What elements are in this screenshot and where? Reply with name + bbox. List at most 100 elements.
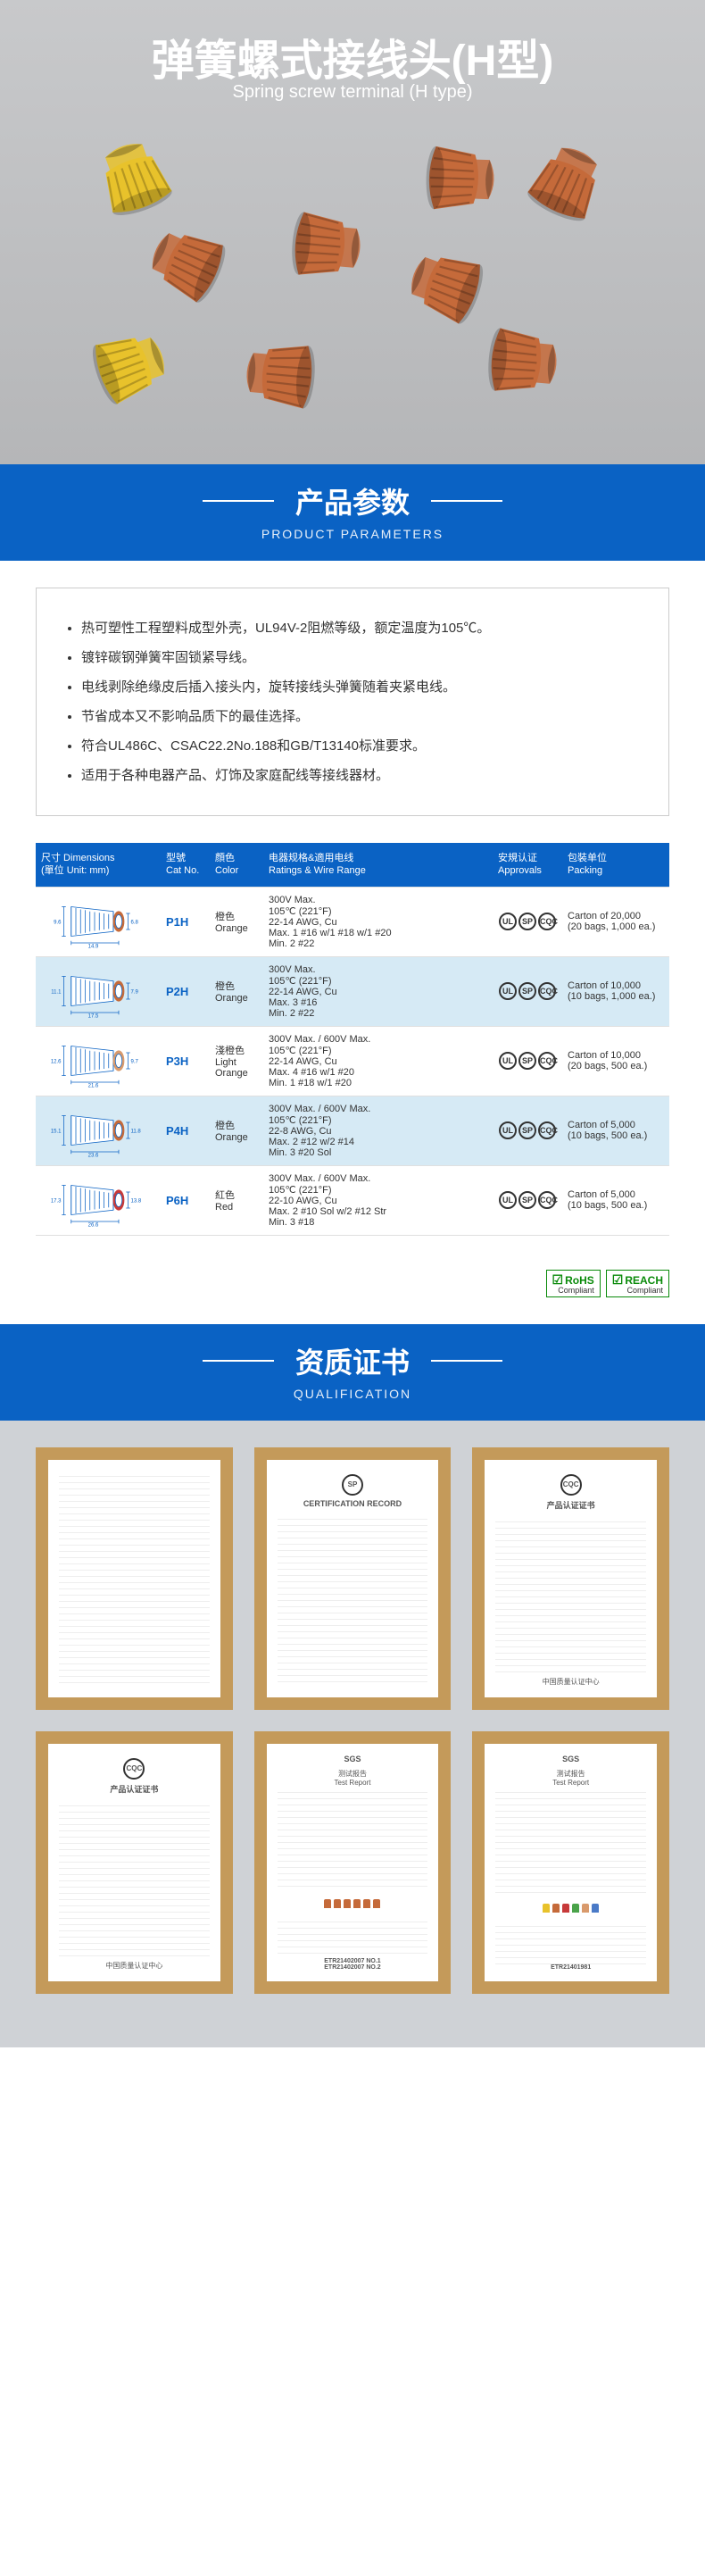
cell-approvals: ULSPCQC xyxy=(493,956,562,1026)
approval-mark: UL xyxy=(499,1191,517,1209)
approval-mark: CQC xyxy=(538,1121,556,1139)
cert-footer: 中国质量认证中心 xyxy=(495,1677,646,1687)
svg-text:9.7: 9.7 xyxy=(131,1059,139,1064)
certificate-card: SGS测试报告 Test ReportETR21402007 NO.1 ETR2… xyxy=(254,1731,452,1994)
feature-item: 适用于各种电器产品、灯饰及家庭配线等接线器材。 xyxy=(81,761,642,790)
compliance-badge: ☑REACHCompliant xyxy=(606,1270,669,1297)
section-title-en: QUALIFICATION xyxy=(0,1387,705,1401)
approval-mark: SP xyxy=(518,913,536,930)
table-header-cell: 尺寸 Dimensions (單位 Unit: mm) xyxy=(36,843,161,887)
svg-text:11.8: 11.8 xyxy=(131,1129,142,1134)
cert-title: CERTIFICATION RECORD xyxy=(278,1499,428,1508)
feature-item: 热可塑性工程塑料成型外壳，UL94V-2阻燃等级，额定温度为105℃。 xyxy=(81,613,642,643)
svg-text:26.6: 26.6 xyxy=(88,1222,99,1227)
svg-text:21.6: 21.6 xyxy=(88,1083,99,1088)
cell-packing: Carton of 10,000 (10 bags, 1,000 ea.) xyxy=(562,956,669,1026)
svg-text:23.6: 23.6 xyxy=(88,1153,99,1157)
hero-banner: 弹簧螺式接线头(H型) Spring screw terminal (H typ… xyxy=(0,0,705,464)
certificate-card: CQC产品认证证书中国质量认证中心 xyxy=(36,1731,233,1994)
section-bar-parameters: 产品参数 PRODUCT PARAMETERS xyxy=(0,464,705,561)
cell-color: 紅色 Red xyxy=(210,1165,263,1235)
svg-text:14.9: 14.9 xyxy=(88,944,99,948)
features-box: 热可塑性工程塑料成型外壳，UL94V-2阻燃等级，额定温度为105℃。镀锌碳钢弹… xyxy=(36,588,669,816)
cell-approvals: ULSPCQC xyxy=(493,887,562,956)
cell-dimensions: 26.6 17.3 13.8 xyxy=(36,1165,161,1235)
certificate-card: SGS 测试报告 Test Report ETR21401981 xyxy=(472,1731,669,1994)
svg-text:15.1: 15.1 xyxy=(51,1129,62,1134)
certificate-card: SP CERTIFICATION RECORD xyxy=(254,1447,452,1710)
cert-logo: CQC xyxy=(560,1474,582,1496)
feature-item: 符合UL486C、CSAC22.2No.188和GB/T13140标准要求。 xyxy=(81,731,642,761)
cell-ratings: 300V Max. / 600V Max. 105℃ (221°F) 22-10… xyxy=(263,1165,493,1235)
cell-dimensions: 21.6 12.6 9.7 xyxy=(36,1026,161,1096)
svg-text:6.8: 6.8 xyxy=(131,920,139,925)
cert-title: SGS xyxy=(495,1755,646,1763)
cell-catno: P2H xyxy=(161,956,210,1026)
section-title-en: PRODUCT PARAMETERS xyxy=(0,527,705,541)
cert-samples xyxy=(495,1899,646,1917)
cell-approvals: ULSPCQC xyxy=(493,1096,562,1165)
certificates-grid: SPCERTIFICATION RECORDCQC产品认证证书中国质量认证中心C… xyxy=(36,1447,669,1994)
cert-title: 产品认证证书 xyxy=(59,1783,210,1795)
cell-color: 淺橙色 Light Orange xyxy=(210,1026,263,1096)
cell-approvals: ULSPCQC xyxy=(493,1165,562,1235)
divider-line xyxy=(431,500,502,502)
cert-subtitle: 测试报告 Test Report xyxy=(495,1769,646,1787)
table-header-cell: 安規认证 Approvals xyxy=(493,843,562,887)
table-row: 26.6 17.3 13.8 P6H紅色 Red300V Max. / 600V… xyxy=(36,1165,669,1235)
cell-approvals: ULSPCQC xyxy=(493,1026,562,1096)
table-header-cell: 型號 Cat No. xyxy=(161,843,210,887)
svg-text:11.1: 11.1 xyxy=(51,989,62,995)
approval-mark: UL xyxy=(499,1121,517,1139)
svg-text:12.6: 12.6 xyxy=(51,1059,62,1064)
cert-subtitle: 测试报告 Test Report xyxy=(278,1769,428,1787)
cell-packing: Carton of 10,000 (20 bags, 500 ea.) xyxy=(562,1026,669,1096)
cell-ratings: 300V Max. 105℃ (221°F) 22-14 AWG, Cu Max… xyxy=(263,887,493,956)
approval-mark: SP xyxy=(518,1121,536,1139)
cert-ref: ETR21402007 NO.1 ETR21402007 NO.2 xyxy=(278,1958,428,1971)
divider-line xyxy=(431,1360,502,1362)
approval-mark: CQC xyxy=(538,1191,556,1209)
cell-ratings: 300V Max. / 600V Max. 105℃ (221°F) 22-14… xyxy=(263,1026,493,1096)
cert-body xyxy=(495,1787,646,1896)
table-header-row: 尺寸 Dimensions (單位 Unit: mm)型號 Cat No.顔色 … xyxy=(36,843,669,887)
approval-mark: UL xyxy=(499,1052,517,1070)
cell-dimensions: 23.6 15.1 11.8 xyxy=(36,1096,161,1165)
approval-mark: SP xyxy=(518,1052,536,1070)
compliance-badge: ☑RoHSCompliant xyxy=(546,1270,601,1297)
table-row: 23.6 15.1 11.8 P4H橙色 Orange300V Max. / 6… xyxy=(36,1096,669,1165)
cert-ref: ETR21401981 xyxy=(495,1964,646,1971)
table-row: 21.6 12.6 9.7 P3H淺橙色 Light Orange300V Ma… xyxy=(36,1026,669,1096)
approval-mark: CQC xyxy=(538,982,556,1000)
section-bar-qualification: 资质证书 QUALIFICATION xyxy=(0,1324,705,1421)
divider-line xyxy=(203,500,274,502)
feature-item: 节省成本又不影响品质下的最佳选择。 xyxy=(81,702,642,731)
divider-line xyxy=(203,1360,274,1362)
table-body: 14.9 9.6 6.8 P1H橙色 Orange300V Max. 105℃ … xyxy=(36,887,669,1235)
table-header-cell: 包裝单位 Packing xyxy=(562,843,669,887)
certificate-card xyxy=(36,1447,233,1710)
certificates-section: SPCERTIFICATION RECORDCQC产品认证证书中国质量认证中心C… xyxy=(0,1421,705,2047)
spec-table: 尺寸 Dimensions (單位 Unit: mm)型號 Cat No.顔色 … xyxy=(36,843,669,1236)
features-section: 热可塑性工程塑料成型外壳，UL94V-2阻燃等级，额定温度为105℃。镀锌碳钢弹… xyxy=(0,561,705,843)
approval-mark: SP xyxy=(518,982,536,1000)
approval-mark: UL xyxy=(499,982,517,1000)
cell-dimensions: 14.9 9.6 6.8 xyxy=(36,887,161,956)
section-title-cn: 产品参数 xyxy=(295,480,410,521)
approval-mark: CQC xyxy=(538,1052,556,1070)
cell-color: 橙色 Orange xyxy=(210,1096,263,1165)
approval-mark: SP xyxy=(518,1191,536,1209)
cert-logo: SP xyxy=(342,1474,363,1496)
cell-catno: P4H xyxy=(161,1096,210,1165)
cell-ratings: 300V Max. 105℃ (221°F) 22-14 AWG, Cu Max… xyxy=(263,956,493,1026)
cell-packing: Carton of 5,000 (10 bags, 500 ea.) xyxy=(562,1096,669,1165)
table-row: 17.5 11.1 7.9 P2H橙色 Orange300V Max. 105℃… xyxy=(36,956,669,1026)
svg-text:7.9: 7.9 xyxy=(131,989,139,995)
feature-item: 镀锌碳钢弹簧牢固锁紧导线。 xyxy=(81,643,642,672)
approval-mark: UL xyxy=(499,913,517,930)
cert-footer: 中国质量认证中心 xyxy=(59,1961,210,1971)
approval-mark: CQC xyxy=(538,913,556,930)
cell-catno: P1H xyxy=(161,887,210,956)
cell-color: 橙色 Orange xyxy=(210,956,263,1026)
spec-table-wrap: 尺寸 Dimensions (單位 Unit: mm)型號 Cat No.顔色 … xyxy=(0,843,705,1263)
